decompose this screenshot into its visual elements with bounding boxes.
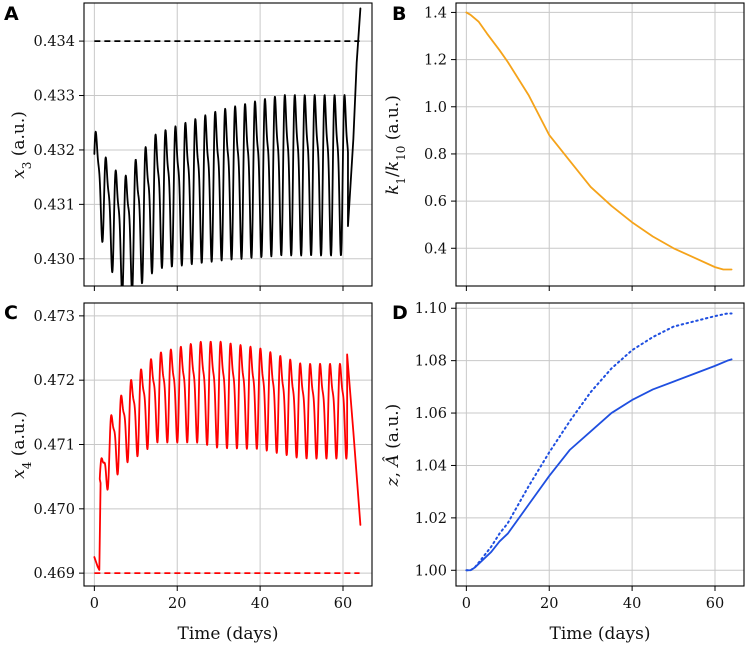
- panel-b-y-tick-label: 1.0: [424, 100, 447, 116]
- panel-c-y-tick-label: 0.473: [33, 309, 75, 325]
- panel-a-y-tick-label: 0.433: [33, 89, 75, 105]
- panel-d-series-a-hat-line: [465, 312, 733, 572]
- panel-d-y-axis-label-part: (a.u.): [383, 404, 403, 455]
- panel-d-x-axis-label: Time (days): [550, 624, 651, 644]
- panel-a-y-axis-label-part: x: [9, 169, 29, 179]
- panel-b-y-tick-label: 1.2: [424, 53, 447, 69]
- panel-d-x-tick-label: 60: [706, 596, 724, 612]
- panel-d-y-axis-label-part: z: [383, 476, 403, 487]
- panel-d-y-tick-label: 1.06: [415, 406, 447, 422]
- panel-a-y-tick-label: 0.434: [33, 34, 75, 50]
- panel-b-y-axis-label-part: k: [383, 185, 403, 195]
- panel-b-y-axis-label-part: /: [383, 171, 403, 177]
- panel-b-letter: B: [392, 3, 406, 25]
- panel-b-y-axis-label-part: 10: [394, 146, 408, 161]
- panel-a: 0.430 0.431 0.432 0.433 0.434 x3 (a.u.) A: [4, 2, 373, 291]
- panel-b-y-tick-label: 0.6: [424, 194, 447, 210]
- panel-d-y-axis-label-part: ,: [383, 467, 403, 478]
- panel-c-y-axis-label-part: x: [9, 469, 29, 479]
- panel-d-y-tick-label: 1.04: [415, 458, 447, 474]
- panel-b-y-tick-label: 0.8: [424, 147, 447, 163]
- panel-d-y-tick-label: 1.08: [415, 354, 447, 370]
- panel-c-series-x4-line: [93, 340, 362, 571]
- panel-c-x-tick-label: 20: [168, 596, 186, 612]
- panel-c-y-axis-label-part: 4: [20, 461, 34, 469]
- panel-d-y-tick-label: 1.00: [415, 563, 447, 579]
- panel-c-letter: C: [4, 302, 18, 324]
- panel-a-y-tick-label: 0.432: [33, 143, 75, 159]
- panel-a-y-axis-label-part: (a.u.): [9, 111, 29, 162]
- panel-c-y-tick-label: 0.472: [33, 373, 75, 389]
- panel-d-y-tick-label: 1.02: [415, 511, 447, 527]
- panel-b-y-axis-label-part: 1: [394, 177, 408, 185]
- panel-d-x-tick-label: 40: [623, 596, 641, 612]
- panel-d-series-z-line: [465, 358, 733, 572]
- panel-b-axes-frame: [455, 2, 745, 287]
- panel-c-y-axis-label-part: (a.u.): [9, 411, 29, 462]
- panel-c-y-axis-label: x4 (a.u.): [9, 411, 34, 479]
- panel-b-y-axis-label-part: k: [383, 161, 403, 171]
- panel-c-x-axis-label: Time (days): [178, 624, 279, 644]
- panel-b-y-tick-label: 1.4: [424, 5, 447, 21]
- panel-d-x-tick-label: 20: [540, 596, 558, 612]
- panel-b: 0.40.60.81.01.21.4k1/k10 (a.u.)B: [383, 2, 745, 291]
- panel-c-y-tick-label: 0.469: [33, 566, 75, 582]
- panel-d-x-tick-label: 0: [462, 596, 471, 612]
- panel-d-y-axis-label: z, Â (a.u.): [382, 404, 403, 488]
- panel-a-y-tick-label: 0.430: [33, 252, 75, 268]
- panel-b-y-axis-label-part: (a.u.): [383, 95, 403, 146]
- panel-b-series-k1-k10-line: [465, 11, 733, 271]
- panel-a-letter: A: [4, 3, 19, 25]
- panel-d-y-axis-label-part: Â: [382, 454, 403, 468]
- panel-a-y-axis-label-part: 3: [20, 162, 34, 170]
- panel-a-series-x3-line: [93, 7, 362, 286]
- panel-d-axes-frame: [455, 302, 745, 587]
- panel-a-y-tick-label: 0.431: [33, 197, 75, 213]
- panel-a-y-axis-label: x3 (a.u.): [9, 111, 34, 179]
- panel-d: 0 20 40 60 1.00 1.02 1.04 1.06 1.08 1.10 Time (day…: [382, 301, 745, 644]
- panel-c-x-tick-label: 40: [251, 596, 269, 612]
- panel-c-y-tick-label: 0.470: [33, 502, 75, 518]
- panel-a-axes-frame: [83, 2, 373, 287]
- panel-d-letter: D: [392, 302, 408, 324]
- panel-c: 0 20 40 60 0.469 0.470 0.471 0.472 0.473 Time (da…: [4, 302, 373, 644]
- panel-d-y-tick-label: 1.10: [415, 301, 447, 317]
- panel-c-y-tick-label: 0.471: [33, 438, 75, 454]
- panel-b-y-tick-label: 0.4: [424, 241, 447, 257]
- panel-b-y-axis-label: k1/k10 (a.u.): [383, 95, 408, 195]
- panel-c-x-tick-label: 60: [334, 596, 352, 612]
- panel-c-x-tick-label: 0: [90, 596, 99, 612]
